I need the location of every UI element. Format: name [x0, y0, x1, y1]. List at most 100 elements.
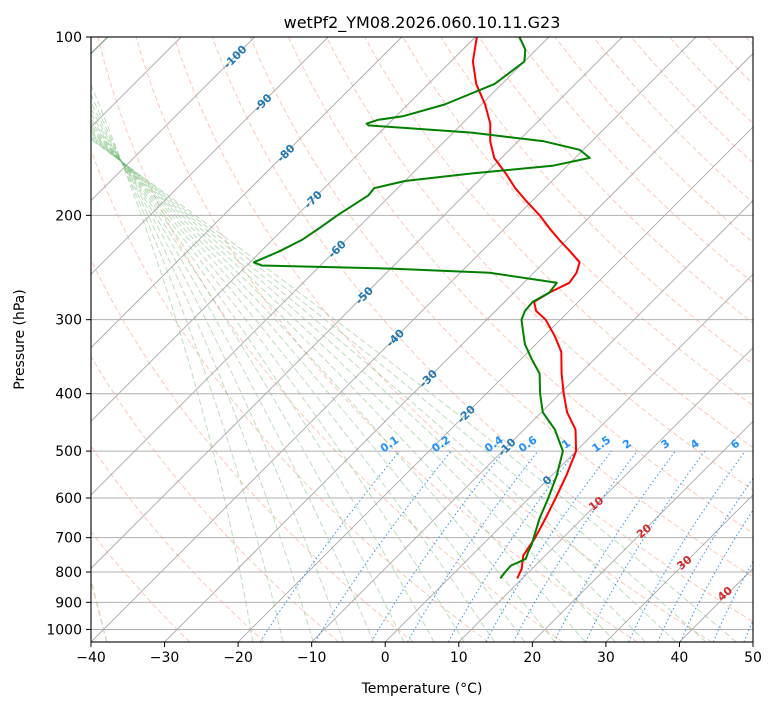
x-tick-label: −30 [150, 650, 180, 666]
isotherm-line [384, 273, 753, 642]
isotherm-line [91, 37, 255, 202]
y-tick-label: 700 [55, 531, 82, 547]
mixing-ratio-line [585, 450, 706, 642]
y-axis: 100 200 300 400 500 600 700 800 900 1000 [46, 30, 91, 638]
isotherm-line [91, 37, 550, 496]
moist-adiabat-line [91, 37, 737, 642]
isotherm-label: -30 [417, 367, 440, 390]
moist-adiabat-line [91, 37, 586, 642]
dry-adiabat-line [707, 37, 753, 85]
moist-adiabat-line [91, 37, 646, 642]
y-tick-label: 200 [55, 208, 82, 224]
mixing-ratio-line [371, 450, 505, 642]
moist-adiabat-line [91, 37, 284, 642]
dry-adiabat-line [364, 37, 753, 449]
isotherm-label: -20 [455, 403, 478, 426]
y-tick-label: 600 [55, 491, 82, 507]
mixing-ratio-line [407, 450, 539, 642]
x-tick-label: −20 [223, 650, 253, 666]
isotherm-line [91, 37, 329, 275]
x-tick-label: 40 [671, 650, 689, 666]
y-axis-label: Pressure (hPa) [12, 289, 28, 389]
isotherm-line [605, 494, 753, 642]
isotherm-line [91, 37, 403, 349]
mixing-ratio-label: 8 [756, 437, 770, 452]
series-layer [252, 37, 591, 580]
dry-adiabat-line [91, 148, 489, 642]
x-tick-label: 50 [744, 650, 762, 666]
moist-adiabat-line [91, 37, 344, 642]
mixing-ratio-line [743, 619, 753, 642]
dry-adiabat-line [91, 355, 340, 642]
x-axis-label: Temperature (°C) [361, 681, 483, 697]
dry-adiabat-line [91, 258, 414, 642]
moist-adiabat-line [91, 37, 405, 642]
moist-adiabat-line [91, 37, 254, 642]
dry-adiabat-line [669, 37, 753, 125]
temperature-line [471, 37, 581, 579]
y-tick-label: 1000 [46, 622, 82, 638]
x-tick-label: 0 [381, 650, 390, 666]
moist-adiabat-label: 20 [634, 521, 654, 541]
moist-adiabat-line [91, 37, 495, 642]
isotherm-line [91, 37, 697, 642]
dry-adiabat-line [97, 37, 563, 642]
isotherm-line [237, 126, 753, 642]
y-tick-label: 800 [55, 565, 82, 581]
isotherm-line [311, 200, 753, 642]
dry-adiabat-line [554, 37, 753, 244]
y-tick-label: 100 [55, 30, 82, 46]
moist-adiabat-line [91, 37, 677, 642]
isotherm-label: -40 [384, 326, 407, 349]
mixing-ratio-line [259, 450, 400, 642]
dry-adiabat-line [91, 531, 191, 642]
dry-adiabat-line [516, 37, 753, 284]
plot-frame [90, 36, 754, 643]
y-tick-label: 300 [55, 313, 82, 329]
line-labels: -100-90-80-70-60-50-40-30-20-1000.1 0.2 0.… [221, 43, 770, 604]
moist-adiabat-line [91, 37, 616, 642]
y-tick-label: 400 [55, 387, 82, 403]
dry-adiabat-line [211, 37, 753, 623]
isotherm-line [91, 37, 476, 422]
y-tick-label: 900 [55, 595, 82, 611]
dry-adiabat-line [249, 37, 753, 578]
moist-adiabat-line [91, 37, 314, 642]
isotherm-label: -90 [251, 91, 274, 114]
moist-adiabat-line [91, 37, 465, 642]
x-tick-label: −40 [76, 650, 106, 666]
x-tick-label: 30 [597, 650, 615, 666]
plot-area: -100-90-80-70-60-50-40-30-20-1000.1 0.2 0.… [91, 37, 770, 642]
chart-title: wetPf2_YM08.2026.060.10.11.G23 [284, 13, 561, 33]
mixing-ratio-line [314, 450, 452, 642]
moist-adiabat-line [91, 37, 556, 642]
mixing-ratio-line [712, 560, 753, 642]
moist-adiabat-line [91, 37, 375, 642]
dry-adiabat-line [592, 37, 753, 204]
isotherm-label: -80 [274, 142, 297, 165]
dry-adiabat-line [91, 445, 265, 642]
isotherm-label: -60 [326, 238, 349, 261]
moist-adiabat-line [91, 37, 707, 642]
dry-adiabat-line [402, 37, 753, 407]
y-tick-label: 500 [55, 444, 82, 460]
x-tick-label: 10 [450, 650, 468, 666]
dry-adiabat-line [478, 37, 753, 324]
x-axis: −40 −30 −20 −10 0 10 20 30 40 50 [76, 642, 762, 666]
mixing-ratio-label: 4 [688, 437, 702, 452]
mixing-ratio-line [553, 450, 676, 642]
mixing-ratio-label: 1.5 [590, 433, 613, 455]
mixing-ratio-label: 2 [620, 437, 634, 452]
dewpoint-line [252, 37, 591, 580]
mixing-ratio-label: 3 [659, 437, 673, 452]
mixing-ratio-label: 0.6 [516, 433, 540, 455]
dry-adiabat-line [135, 37, 638, 642]
dry-adiabat-line [326, 37, 753, 491]
isotherm-line [458, 347, 753, 642]
isotherm-line [679, 567, 753, 642]
x-tick-label: −10 [297, 650, 327, 666]
mixing-ratio-line [628, 450, 746, 642]
isotherm-label: -70 [302, 188, 325, 211]
isotherm-line [752, 641, 753, 642]
